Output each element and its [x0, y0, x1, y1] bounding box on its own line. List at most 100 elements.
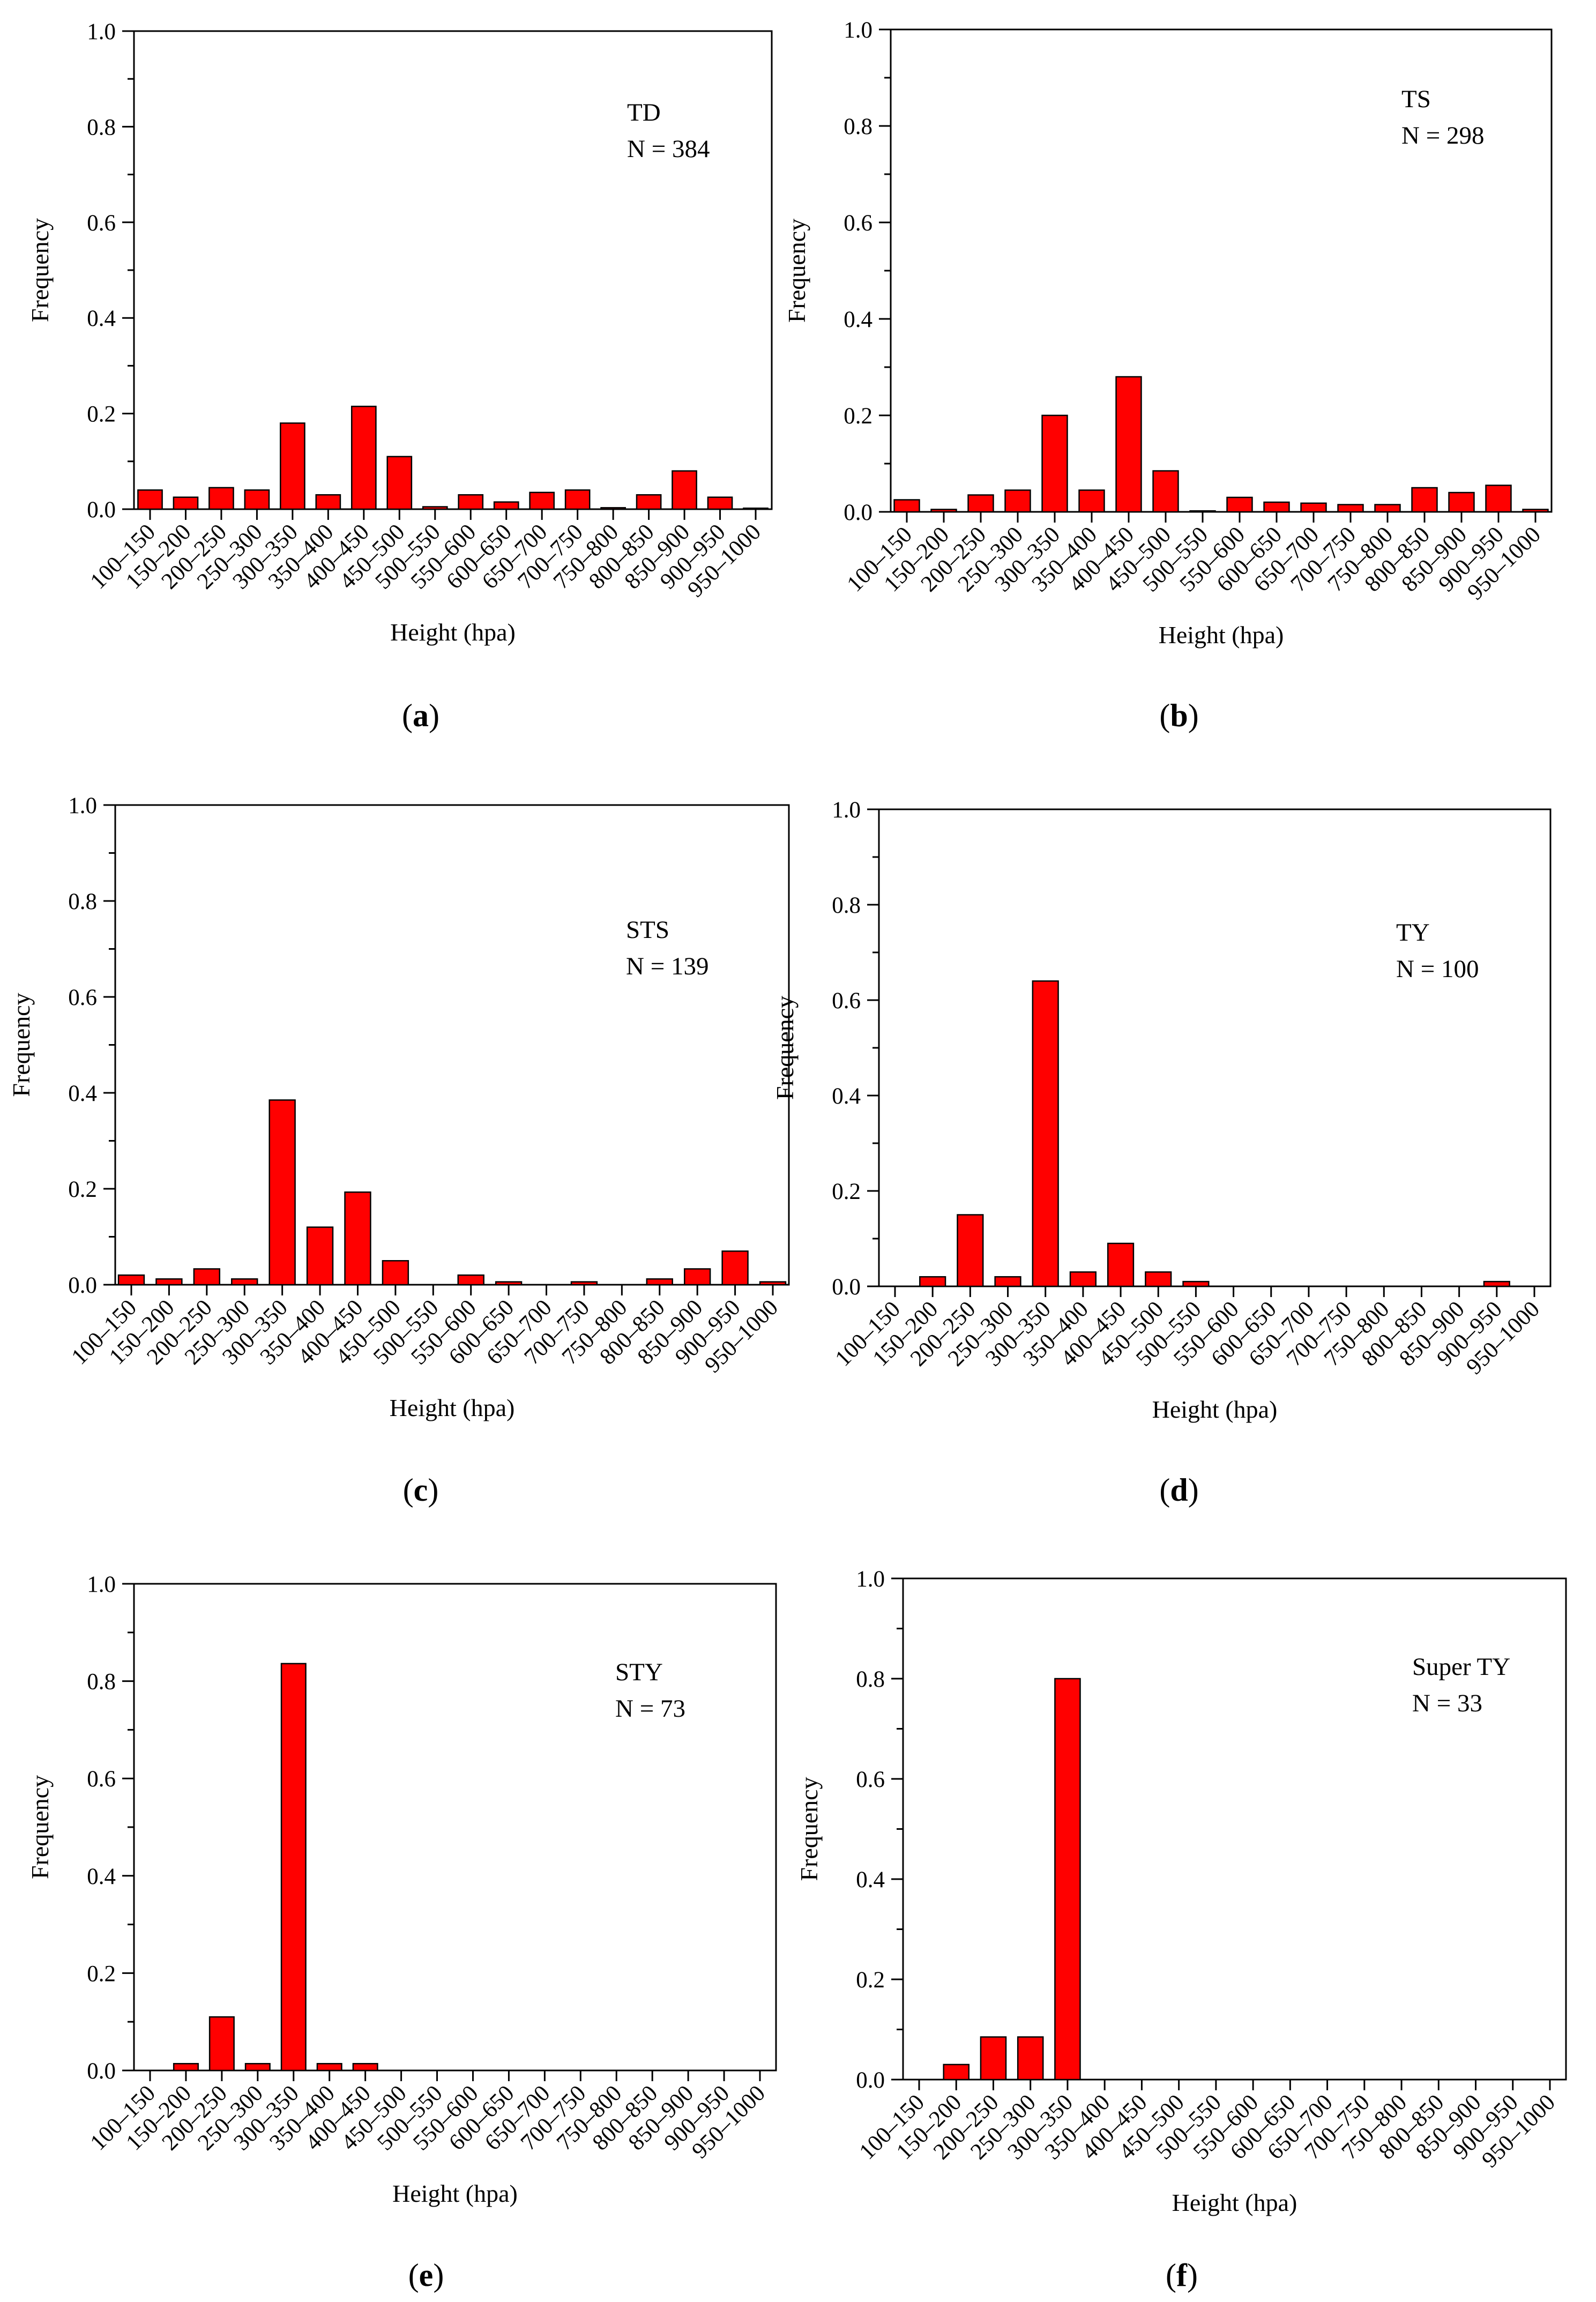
chart-a-ytick-label: 0.0 — [87, 497, 116, 523]
chart-c-bar-18 — [759, 1281, 787, 1286]
chart-c: 0.00.20.40.60.81.0100–150150–200200–2502… — [8, 793, 790, 1508]
chart-a-x-axis-title: Height (hpa) — [390, 619, 516, 646]
chart-c-bar-3 — [193, 1268, 221, 1286]
chart-c-bar-13 — [570, 1281, 598, 1286]
chart-a-bar-13 — [564, 489, 591, 510]
chart-e-ytick-label: 1.0 — [87, 1572, 116, 1597]
chart-d-ytick-label: 0.6 — [832, 988, 861, 1014]
chart-d-ytick-label: 0.8 — [832, 893, 861, 918]
chart-b-bar-9 — [1189, 510, 1216, 513]
chart-f-y-axis-title: Frequency — [795, 1777, 823, 1881]
chart-d-ytick-label: 0.4 — [832, 1084, 861, 1109]
chart-e-bar-4 — [244, 2063, 271, 2072]
chart-b-annotation-n: N = 298 — [1401, 122, 1484, 150]
chart-c-bar-5 — [269, 1099, 296, 1286]
chart-b-bar-15 — [1411, 487, 1438, 513]
chart-b: 0.00.20.40.60.81.0100–150150–200200–2502… — [783, 18, 1553, 733]
chart-c-ytick-label: 0.0 — [68, 1273, 97, 1298]
chart-e-bar-2 — [173, 2063, 199, 2072]
chart-a-bar-10 — [458, 494, 484, 510]
chart-a-annotation-n: N = 384 — [627, 135, 710, 163]
chart-a-bar-6 — [315, 494, 341, 510]
chart-a-ytick-label: 0.6 — [87, 211, 116, 236]
chart-c-ytick-label: 0.4 — [68, 1081, 97, 1106]
chart-a-y-axis-title: Frequency — [26, 218, 54, 322]
chart-b-ytick-label: 0.2 — [844, 404, 872, 429]
chart-b-bar-5 — [1041, 414, 1068, 513]
chart-b-bar-6 — [1078, 489, 1105, 513]
chart-e-ytick-label: 0.8 — [87, 1670, 116, 1695]
chart-f-bar-5 — [1054, 1678, 1081, 2081]
chart-a-bar-18 — [743, 507, 769, 510]
chart-c-bar-15 — [646, 1278, 673, 1286]
chart-d-ytick-label: 0.0 — [832, 1275, 861, 1300]
chart-b-bar-2 — [930, 509, 957, 513]
chart-c-ytick-label: 1.0 — [68, 793, 97, 818]
chart-c-plot-frame — [114, 804, 790, 1286]
chart-e-bar-7 — [352, 2063, 378, 2072]
chart-d-x-axis-title: Height (hpa) — [1152, 1396, 1278, 1423]
chart-a: 0.00.20.40.60.81.0100–150150–200200–2502… — [26, 19, 773, 733]
chart-c-bar-8 — [382, 1260, 409, 1286]
chart-c-ytick-label: 0.2 — [68, 1177, 97, 1202]
chart-d-bar-17 — [1483, 1280, 1510, 1287]
chart-e: 0.00.20.40.60.81.0100–150150–200200–2502… — [26, 1572, 777, 2293]
chart-d-bar-6 — [1069, 1271, 1097, 1287]
chart-a-bar-15 — [636, 494, 662, 510]
chart-b-ytick-label: 0.4 — [844, 307, 872, 332]
chart-a-bar-9 — [422, 506, 448, 510]
chart-b-bar-8 — [1152, 470, 1179, 513]
chart-b-bar-11 — [1263, 501, 1290, 513]
chart-a-bar-11 — [493, 501, 519, 510]
chart-a-ytick-label: 1.0 — [87, 19, 116, 44]
chart-c-ytick-label: 0.6 — [68, 985, 97, 1010]
chart-c-caption: (c) — [403, 1472, 439, 1508]
chart-e-ytick-label: 0.0 — [87, 2059, 116, 2084]
chart-c-bar-16 — [683, 1268, 711, 1286]
chart-a-bar-2 — [173, 496, 199, 510]
chart-a-bar-5 — [280, 422, 305, 510]
chart-d-y-axis-title: Frequency — [771, 996, 799, 1100]
chart-f-ytick-label: 0.2 — [856, 1968, 885, 1993]
chart-f: 0.00.20.40.60.81.0100–150150–200200–2502… — [795, 1567, 1567, 2293]
chart-f-ytick-label: 0.6 — [856, 1767, 885, 1792]
chart-a-ytick-label: 0.2 — [87, 402, 116, 427]
chart-a-annotation-name: TD — [627, 99, 661, 126]
chart-f-caption: (f) — [1166, 2258, 1198, 2293]
chart-b-annotation-name: TS — [1401, 85, 1431, 113]
chart-e-bar-6 — [316, 2063, 342, 2072]
chart-b-bar-7 — [1115, 376, 1142, 513]
chart-f-ytick-label: 1.0 — [856, 1567, 885, 1592]
chart-b-bar-16 — [1448, 491, 1475, 513]
chart-c-bar-7 — [344, 1191, 371, 1286]
chart-e-bar-3 — [208, 2016, 235, 2072]
chart-b-x-axis-title: Height (hpa) — [1159, 621, 1284, 649]
chart-e-annotation-name: STY — [615, 1658, 663, 1686]
chart-d-bar-2 — [919, 1276, 946, 1287]
chart-b-plot-frame — [890, 28, 1553, 513]
chart-f-annotation-name: Super TY — [1412, 1653, 1510, 1681]
chart-f-ytick-label: 0.0 — [856, 2068, 885, 2093]
chart-c-annotation-n: N = 139 — [626, 952, 708, 980]
chart-d-bar-9 — [1182, 1280, 1210, 1287]
chart-a-bar-17 — [707, 496, 733, 510]
chart-a-bar-7 — [350, 405, 377, 510]
chart-b-bar-1 — [893, 499, 920, 513]
chart-a-ytick-label: 0.8 — [87, 115, 116, 140]
chart-d-bar-5 — [1032, 980, 1059, 1287]
chart-d-annotation-name: TY — [1396, 919, 1430, 947]
chart-c-bar-11 — [495, 1281, 523, 1286]
chart-b-ytick-label: 0.0 — [844, 500, 872, 525]
chart-a-bar-16 — [672, 470, 697, 510]
chart-a-caption: (a) — [402, 698, 439, 733]
chart-a-bar-3 — [208, 487, 234, 510]
chart-c-bar-4 — [231, 1278, 258, 1286]
chart-e-bar-5 — [280, 1663, 307, 2072]
chart-f-ytick-label: 0.8 — [856, 1667, 885, 1692]
chart-d-caption: (d) — [1159, 1472, 1198, 1508]
chart-e-annotation-n: N = 73 — [615, 1695, 685, 1723]
chart-d: 0.00.20.40.60.81.0100–150150–200200–2502… — [771, 798, 1552, 1508]
chart-c-annotation-name: STS — [626, 916, 669, 944]
chart-e-ytick-label: 0.4 — [87, 1864, 116, 1889]
